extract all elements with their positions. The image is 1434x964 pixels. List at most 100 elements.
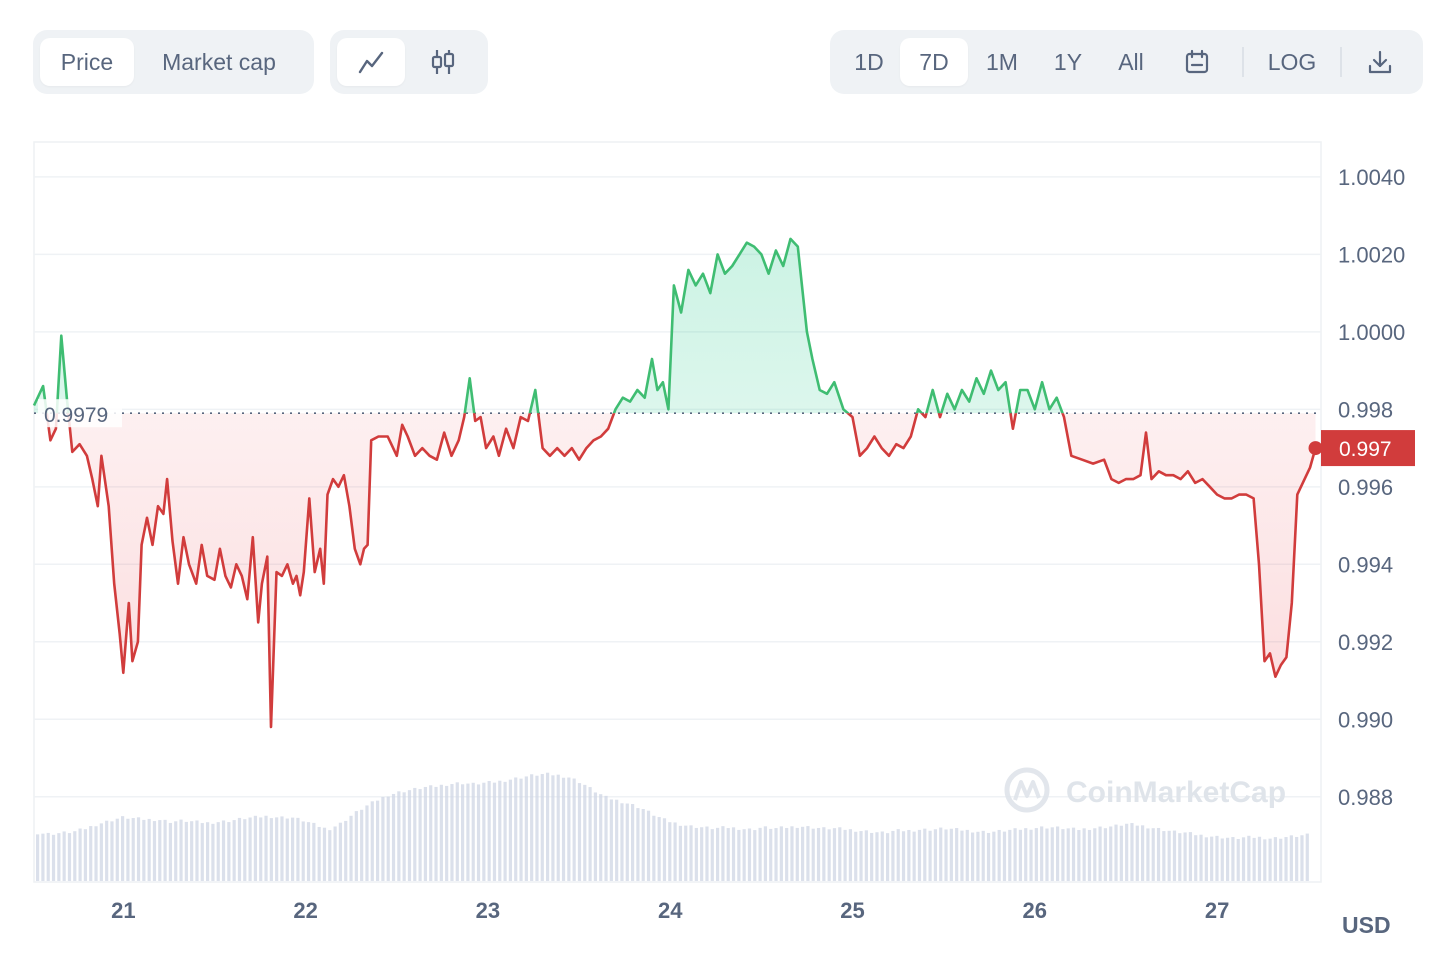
volume-bar (455, 782, 459, 881)
y-tick-label: 0.992 (1338, 630, 1393, 655)
price-area-above (34, 238, 1316, 414)
volume-bar (386, 796, 390, 881)
volume-bar (716, 827, 720, 881)
y-tick-label: 1.0000 (1338, 320, 1405, 345)
download-button[interactable] (1352, 38, 1408, 86)
volume-bar (1210, 836, 1214, 881)
volume-bar (1236, 839, 1240, 881)
volume-bar (731, 827, 736, 881)
volume-bar (1135, 825, 1139, 881)
volume-bar (1226, 837, 1230, 881)
tab-market-cap-label: Market cap (162, 48, 276, 75)
range-1m-label: 1M (986, 48, 1018, 75)
volume-bar (291, 817, 295, 881)
volume-bar (1305, 833, 1309, 881)
volume-bar (599, 794, 603, 881)
volume-bar (158, 820, 162, 881)
range-1y-button[interactable]: 1Y (1036, 38, 1100, 86)
volume-bar (190, 821, 194, 881)
volume-bar (1263, 839, 1267, 881)
volume-bar (89, 826, 93, 881)
volume-bar (1077, 830, 1081, 881)
volume-bar (1082, 828, 1086, 881)
current-price-label: 0.997 (1339, 438, 1392, 461)
volume-bar (381, 796, 385, 881)
volume-bar (1257, 836, 1262, 881)
candlestick-button[interactable] (405, 38, 481, 86)
x-tick-label: 26 (1023, 898, 1047, 923)
volume-bar (296, 817, 300, 881)
volume-bar (710, 829, 714, 881)
volume-bar (567, 777, 571, 881)
volume-bar (243, 819, 247, 881)
volume-bar (184, 821, 188, 881)
range-7d-button[interactable]: 7D (900, 38, 968, 86)
volume-bar (354, 811, 358, 881)
tab-price-label: Price (60, 48, 114, 75)
volume-bar (317, 826, 321, 881)
log-scale-button[interactable]: LOG (1254, 38, 1330, 86)
current-price-dot (1308, 441, 1323, 456)
volume-bar (524, 776, 528, 881)
volume-bar (758, 827, 762, 881)
volume-bar (67, 833, 72, 881)
volume-bar (492, 782, 497, 881)
volume-bar (370, 801, 374, 881)
volume-bar (583, 784, 587, 881)
volume-bar (981, 830, 985, 881)
volume-bar (1029, 829, 1033, 881)
volume-bar (163, 819, 167, 881)
y-tick-label: 0.996 (1338, 475, 1393, 500)
volume-bar (142, 819, 146, 881)
volume-bar (418, 789, 422, 881)
volume-bar (551, 775, 555, 881)
volume-bar (264, 815, 268, 881)
volume-bar (51, 834, 56, 881)
volume-bar (253, 815, 258, 881)
volume-bar (641, 809, 645, 881)
volume-bar (237, 817, 242, 881)
volume-bar (1241, 837, 1246, 881)
volume-bar (700, 827, 704, 881)
volume-bar (827, 829, 831, 881)
volume-bar (604, 795, 608, 881)
volume-bar (174, 821, 178, 881)
chart-type-group (330, 30, 488, 94)
volume-bar (1204, 837, 1208, 881)
volume-bar (1114, 824, 1118, 881)
range-all-button[interactable]: All (1100, 38, 1162, 86)
calendar-button[interactable] (1162, 38, 1232, 86)
volume-bar (78, 828, 82, 881)
line-chart-icon (358, 51, 384, 74)
volume-bar (105, 820, 109, 881)
volume-bar (939, 827, 943, 881)
range-1m-button[interactable]: 1M (968, 38, 1036, 86)
y-tick-label: 0.990 (1338, 707, 1393, 732)
x-tick-label: 27 (1205, 898, 1229, 923)
volume-bar (1071, 827, 1076, 881)
volume-bar (577, 783, 582, 881)
volume-bar (328, 830, 332, 881)
volume-bar (275, 817, 279, 881)
tab-market-cap[interactable]: Market cap (134, 38, 304, 86)
reference-price-label: 0.9979 (44, 404, 108, 427)
volume-bar (646, 810, 651, 881)
volume-bar (227, 822, 231, 881)
volume-bar (668, 822, 672, 881)
download-icon (1368, 50, 1392, 74)
volume-bar (609, 799, 613, 881)
range-1d-button[interactable]: 1D (838, 38, 900, 86)
tab-price[interactable]: Price (40, 38, 134, 86)
reference-price-label-bg (38, 399, 122, 428)
volume-bar (832, 828, 837, 881)
line-chart-button[interactable] (337, 38, 405, 86)
volume-bar (1284, 837, 1288, 881)
volume-bar (907, 829, 911, 881)
volume-bar (1199, 834, 1203, 881)
volume-bar (705, 826, 709, 881)
volume-bar (1125, 823, 1129, 881)
volume-bar (769, 828, 773, 881)
candlestick-icon (431, 50, 455, 74)
volume-bar (928, 830, 932, 881)
